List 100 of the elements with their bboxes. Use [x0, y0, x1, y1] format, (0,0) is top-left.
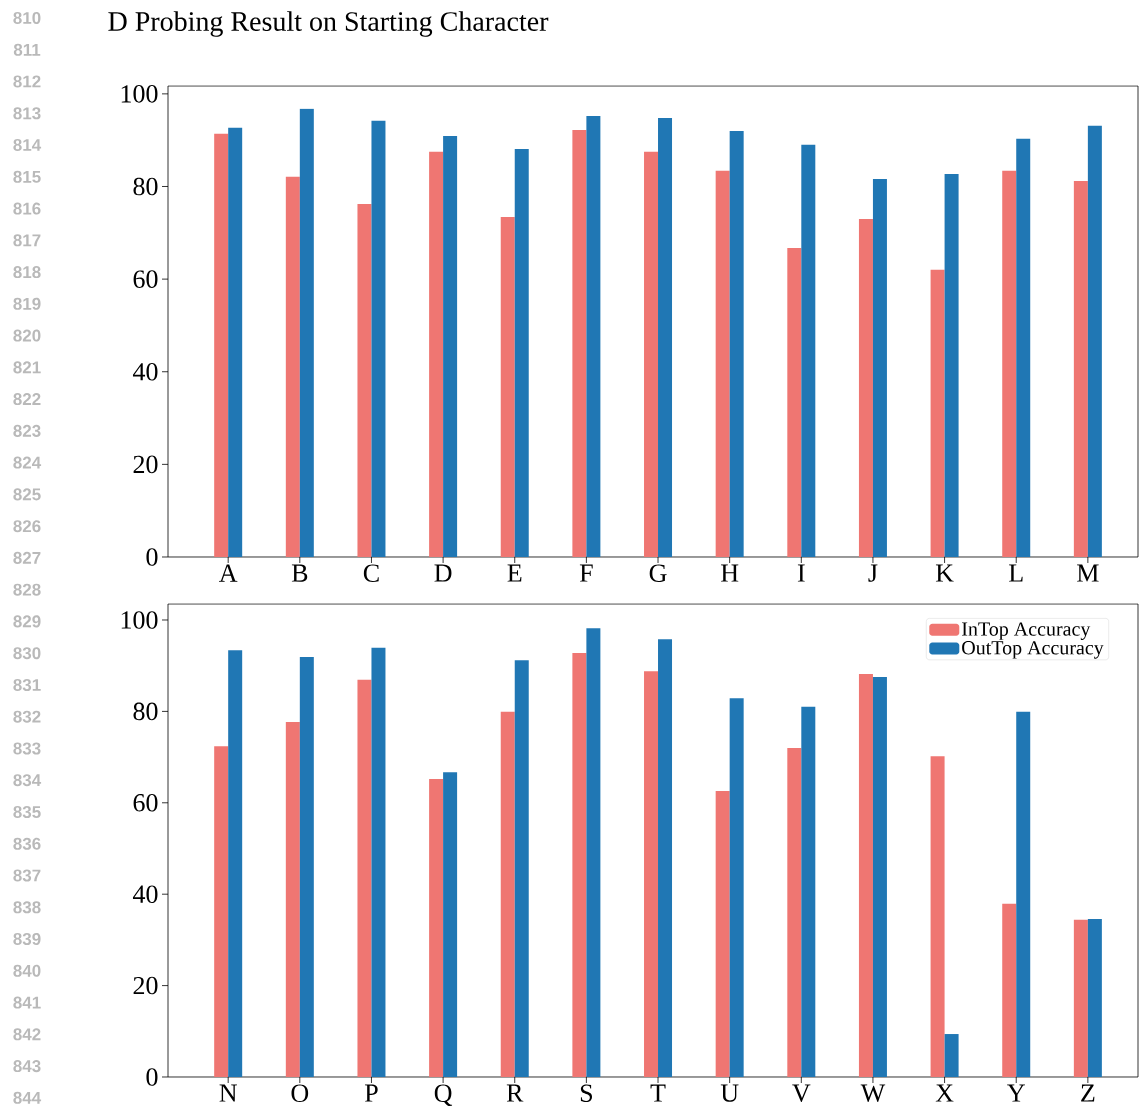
- y-tick-label: 80: [133, 177, 158, 196]
- y-tick-label: 60: [133, 794, 158, 812]
- bar: [443, 772, 458, 1077]
- x-tick-label: P: [364, 1084, 378, 1102]
- text: 832: [13, 710, 41, 723]
- x-tick-label: D: [434, 564, 452, 582]
- x-tick-label: L: [1009, 564, 1023, 582]
- x-tick-label: Z: [1081, 1084, 1095, 1102]
- text: 826: [13, 520, 41, 533]
- text: 819: [13, 297, 41, 310]
- text: 813: [13, 107, 41, 120]
- text: 830: [13, 647, 41, 660]
- text: 837: [13, 869, 41, 882]
- y-tick-label: 20: [133, 455, 158, 474]
- text: 815: [13, 170, 41, 183]
- bar: [644, 151, 659, 557]
- bar: [658, 117, 673, 557]
- text: 825: [13, 488, 41, 501]
- bar: [872, 677, 887, 1077]
- x-tick-label: A: [219, 564, 238, 582]
- text: 820: [13, 329, 41, 342]
- text: 833: [13, 742, 41, 755]
- bar: [644, 671, 659, 1077]
- y-tick-label: 20: [133, 976, 158, 995]
- y-tick-label: 80: [133, 702, 158, 721]
- x-tick-label: I: [797, 564, 805, 582]
- bar: [371, 647, 386, 1077]
- x-tick-label: Y: [1007, 1084, 1025, 1102]
- x-tick-label: H: [721, 564, 739, 582]
- bar: [930, 756, 945, 1077]
- x-tick-label: C: [363, 564, 379, 582]
- text: 835: [13, 805, 41, 819]
- bar: [872, 179, 887, 557]
- text: 818: [13, 266, 41, 279]
- x-tick-label: G: [649, 564, 667, 582]
- bar: [514, 660, 529, 1077]
- y-tick-label: 40: [132, 885, 158, 903]
- bar: [930, 269, 945, 557]
- bar: [858, 218, 873, 557]
- bar: [586, 116, 601, 557]
- y-tick-label: 100: [121, 85, 158, 103]
- text: 836: [13, 837, 41, 850]
- bar: [357, 204, 372, 557]
- x-tick-label: K: [935, 564, 954, 582]
- x-tick-label: V: [792, 1084, 811, 1102]
- bar: [429, 779, 444, 1077]
- legend-label: OutTop Accuracy: [962, 641, 1104, 659]
- bar: [285, 176, 300, 557]
- bar: [1073, 180, 1088, 557]
- y-tick-label: 0: [146, 1068, 158, 1086]
- bar: [299, 108, 314, 557]
- bar: [1087, 125, 1102, 557]
- y-tick-label: 0: [146, 548, 158, 566]
- bar: [715, 790, 730, 1077]
- bar: [586, 628, 601, 1077]
- bar: [572, 129, 587, 557]
- bar: [214, 133, 229, 557]
- text: 840: [13, 964, 41, 977]
- text: 812: [13, 75, 41, 88]
- text: 843: [13, 1060, 41, 1073]
- x-tick-label: N: [219, 1084, 237, 1102]
- text: 828: [13, 583, 41, 596]
- bar: [1002, 903, 1017, 1077]
- text: 814: [13, 138, 42, 152]
- bar: [787, 248, 802, 557]
- bar: [715, 170, 730, 557]
- bar: [801, 144, 816, 557]
- x-tick-label: J: [868, 564, 878, 582]
- bar: [514, 148, 529, 557]
- y-tick-label: 40: [132, 362, 158, 381]
- bar: [357, 679, 372, 1077]
- bar: [1073, 919, 1088, 1077]
- x-tick-label: Q: [434, 1084, 453, 1106]
- text: 841: [13, 996, 41, 1009]
- x-tick-label: S: [580, 1084, 592, 1102]
- text: 823: [13, 424, 41, 437]
- text: 810: [13, 11, 41, 25]
- x-tick-label: T: [650, 1084, 666, 1102]
- text: 816: [13, 202, 41, 215]
- text: 817: [13, 234, 41, 247]
- x-tick-label: U: [720, 1084, 739, 1102]
- y-tick-label: 100: [121, 611, 158, 629]
- bar: [944, 173, 959, 557]
- x-tick-label: B: [291, 564, 308, 582]
- bar: [371, 120, 386, 557]
- x-tick-label: R: [506, 1084, 524, 1102]
- text: 827: [13, 551, 41, 564]
- bar: [285, 721, 300, 1077]
- legend-label: InTop Accuracy: [962, 622, 1091, 640]
- bar: [658, 639, 673, 1077]
- x-tick-label: F: [579, 564, 593, 582]
- bar: [787, 747, 802, 1077]
- bar: [214, 746, 229, 1077]
- bar: [500, 217, 515, 557]
- bar: [500, 711, 515, 1077]
- text: 844: [13, 1091, 42, 1104]
- bar: [429, 151, 444, 557]
- x-tick-label: W: [860, 1084, 886, 1102]
- bar: [1016, 138, 1031, 557]
- bar: [1002, 170, 1017, 557]
